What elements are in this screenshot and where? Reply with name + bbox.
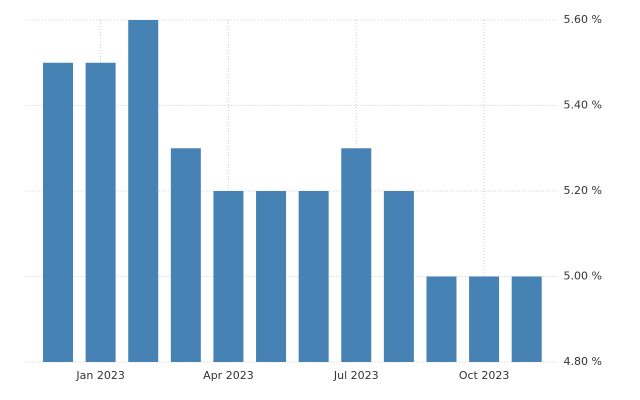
x-tick-label: Jul 2023 <box>333 369 379 382</box>
bar <box>170 148 201 362</box>
bar <box>341 148 372 362</box>
bar <box>128 20 159 362</box>
x-tick-label: Apr 2023 <box>203 369 254 382</box>
y-tick-label: 5.60 % <box>564 13 602 26</box>
bar <box>511 276 542 362</box>
bar <box>469 276 500 362</box>
bar <box>298 191 329 362</box>
y-tick-label: 5.20 % <box>564 184 602 197</box>
bar <box>383 191 414 362</box>
y-tick-label: 5.40 % <box>564 99 602 112</box>
y-tick-label: 4.80 % <box>564 355 602 368</box>
bar <box>213 191 244 362</box>
y-tick-label: 5.00 % <box>564 270 602 283</box>
bar <box>426 276 457 362</box>
bar <box>85 62 116 362</box>
bar <box>43 62 74 362</box>
x-tick-label: Jan 2023 <box>75 369 124 382</box>
bar <box>256 191 287 362</box>
x-tick-label: Oct 2023 <box>459 369 510 382</box>
